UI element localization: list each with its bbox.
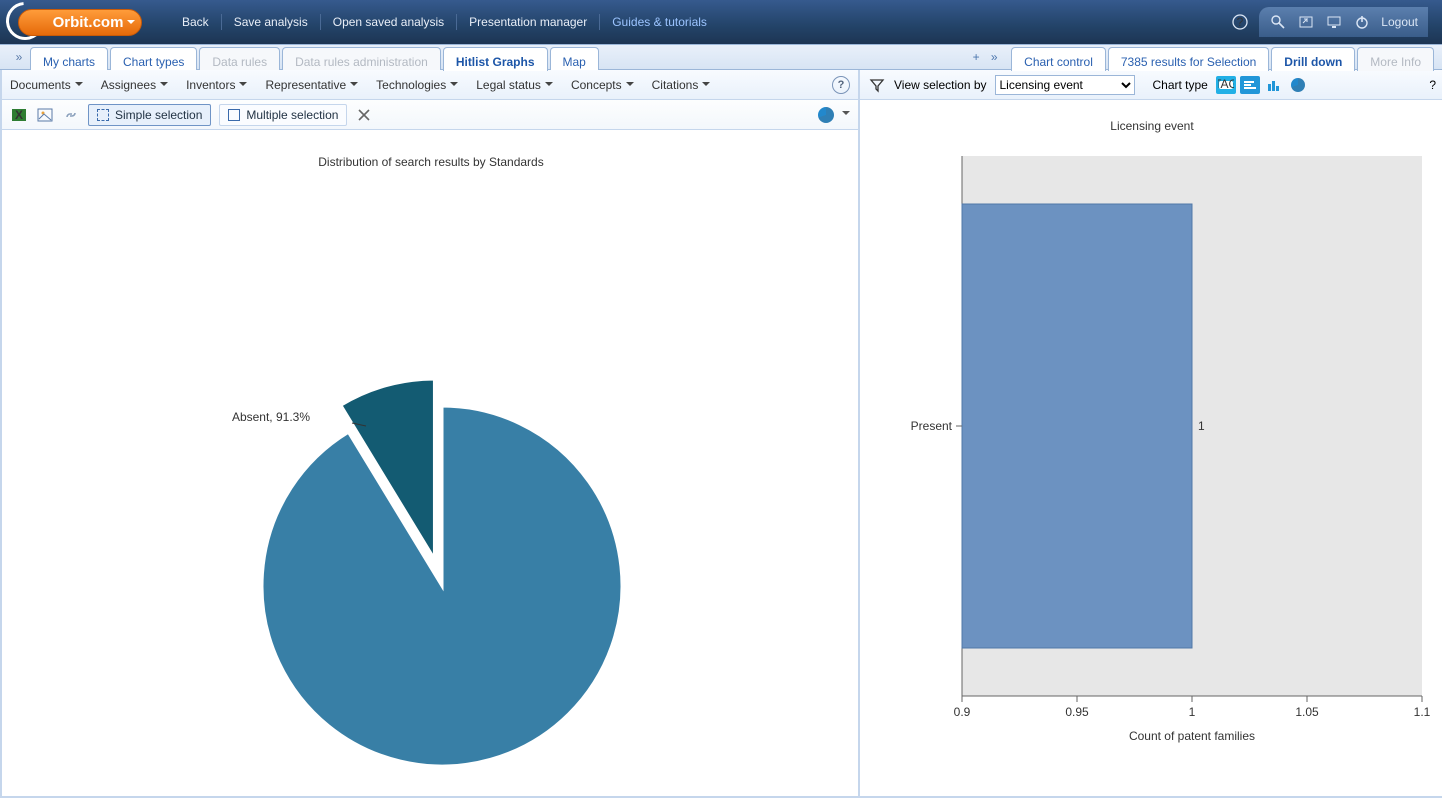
user-search-icon[interactable]: [1269, 13, 1287, 31]
chart-type-label: Chart type: [1153, 78, 1208, 92]
nav-guides[interactable]: Guides & tutorials: [600, 14, 719, 30]
tab-data-rules[interactable]: Data rules: [199, 47, 280, 71]
simple-selection-button[interactable]: Simple selection: [88, 104, 211, 126]
pie-chart: Distribution of search results by Standa…: [14, 146, 848, 786]
chart-style-caret-icon[interactable]: [840, 108, 850, 122]
nav-save-analysis[interactable]: Save analysis: [222, 14, 321, 30]
svg-text:Distribution of search results: Distribution of search results by Standa…: [318, 155, 543, 169]
tab-my-charts[interactable]: My charts: [30, 47, 108, 71]
svg-text:Count of patent families: Count of patent families: [1129, 729, 1255, 743]
tab-more-info[interactable]: More Info: [1357, 47, 1434, 71]
dd-citations[interactable]: Citations: [652, 78, 711, 92]
help-icon[interactable]: ?: [1231, 13, 1249, 31]
work-area: Documents Assignees Inventors Representa…: [0, 70, 1442, 798]
export-excel-icon[interactable]: X: [10, 106, 28, 124]
chart-type-tag-icon[interactable]: TAG: [1216, 76, 1236, 94]
dd-inventors[interactable]: Inventors: [186, 78, 247, 92]
dd-technologies[interactable]: Technologies: [376, 78, 458, 92]
top-links: Back Save analysis Open saved analysis P…: [170, 14, 719, 30]
bar-chart: Licensing event 0.9 0.95 1 1.05 1.1 Count of p…: [872, 116, 1432, 756]
chart-style-pie-icon[interactable]: [818, 107, 834, 123]
chart-type-hbar-icon[interactable]: [1240, 76, 1260, 94]
chart-type-icons: TAG: [1216, 76, 1308, 94]
svg-text:1: 1: [1198, 419, 1205, 433]
tabs-overflow-icon[interactable]: »: [985, 45, 1003, 69]
brand-logo[interactable]: Orbit.com: [0, 0, 160, 44]
facet-toolbar: Documents Assignees Inventors Representa…: [2, 70, 858, 100]
multiple-selection-button[interactable]: Multiple selection: [219, 104, 347, 126]
account-tray: Logout: [1259, 7, 1428, 37]
svg-text:?: ?: [1237, 15, 1244, 29]
svg-text:1.05: 1.05: [1295, 705, 1319, 719]
dd-legal-status[interactable]: Legal status: [476, 78, 553, 92]
nav-open-analysis[interactable]: Open saved analysis: [321, 14, 457, 30]
chart-type-pie-icon[interactable]: [1288, 76, 1308, 94]
svg-text:1: 1: [1189, 705, 1196, 719]
selection-boxes-icon: [228, 109, 240, 121]
drill-toolbar: View selection by Licensing event Chart …: [860, 70, 1442, 100]
svg-text:Licensing event: Licensing event: [1110, 119, 1194, 133]
add-tab-icon[interactable]: +: [967, 45, 985, 69]
left-pane: Documents Assignees Inventors Representa…: [2, 70, 860, 796]
tab-strip: » My charts Chart types Data rules Data …: [0, 44, 1442, 70]
svg-text:0.95: 0.95: [1065, 705, 1089, 719]
simple-selection-label: Simple selection: [115, 108, 202, 122]
tab-results[interactable]: 7385 results for Selection: [1108, 47, 1269, 71]
clear-selection-icon[interactable]: [355, 106, 373, 124]
dd-concepts[interactable]: Concepts: [571, 78, 634, 92]
open-window-icon[interactable]: [1297, 13, 1315, 31]
view-selection-dropdown[interactable]: Licensing event: [995, 75, 1135, 95]
pie-chart-area: Distribution of search results by Standa…: [2, 130, 858, 796]
svg-text:1.1: 1.1: [1414, 705, 1431, 719]
drill-help-icon[interactable]: ?: [1429, 78, 1436, 92]
svg-text:Present: Present: [911, 419, 953, 433]
multiple-selection-label: Multiple selection: [246, 108, 338, 122]
brand-name: Orbit.com: [18, 9, 143, 36]
nav-back[interactable]: Back: [170, 14, 222, 30]
tab-data-rules-admin[interactable]: Data rules administration: [282, 47, 441, 71]
tab-hitlist-graphs[interactable]: Hitlist Graphs: [443, 47, 548, 71]
tab-chart-control[interactable]: Chart control: [1011, 47, 1106, 71]
tab-map[interactable]: Map: [550, 47, 599, 71]
selection-box-icon: [97, 109, 109, 121]
svg-text:TAG: TAG: [1218, 79, 1234, 91]
top-bar: Orbit.com Back Save analysis Open saved …: [0, 0, 1442, 44]
dd-assignees[interactable]: Assignees: [101, 78, 168, 92]
filter-icon[interactable]: [868, 76, 886, 94]
view-selection-label: View selection by: [894, 78, 987, 92]
tab-drill-down[interactable]: Drill down: [1271, 47, 1355, 71]
svg-text:0.9: 0.9: [954, 705, 971, 719]
chart-type-vbar-icon[interactable]: [1264, 76, 1284, 94]
bar-chart-area: Licensing event 0.9 0.95 1 1.05 1.1 Count of p…: [860, 100, 1442, 796]
facet-help-icon[interactable]: ?: [832, 76, 850, 94]
expand-left-icon[interactable]: »: [8, 45, 30, 69]
top-right: ? Logout: [1231, 7, 1442, 37]
dd-documents[interactable]: Documents: [10, 78, 83, 92]
logout-link[interactable]: Logout: [1381, 15, 1418, 29]
svg-text:X: X: [15, 108, 23, 122]
link-icon[interactable]: [62, 106, 80, 124]
dd-representative[interactable]: Representative: [265, 78, 358, 92]
export-image-icon[interactable]: [36, 106, 54, 124]
selection-toolbar: X Simple selection Multiple selection: [2, 100, 858, 130]
monitor-icon[interactable]: [1325, 13, 1343, 31]
nav-presentation-manager[interactable]: Presentation manager: [457, 14, 600, 30]
right-pane: View selection by Licensing event Chart …: [860, 70, 1442, 796]
svg-text:Absent, 91.3%: Absent, 91.3%: [232, 410, 310, 424]
power-icon[interactable]: [1353, 13, 1371, 31]
tab-chart-types[interactable]: Chart types: [110, 47, 197, 71]
